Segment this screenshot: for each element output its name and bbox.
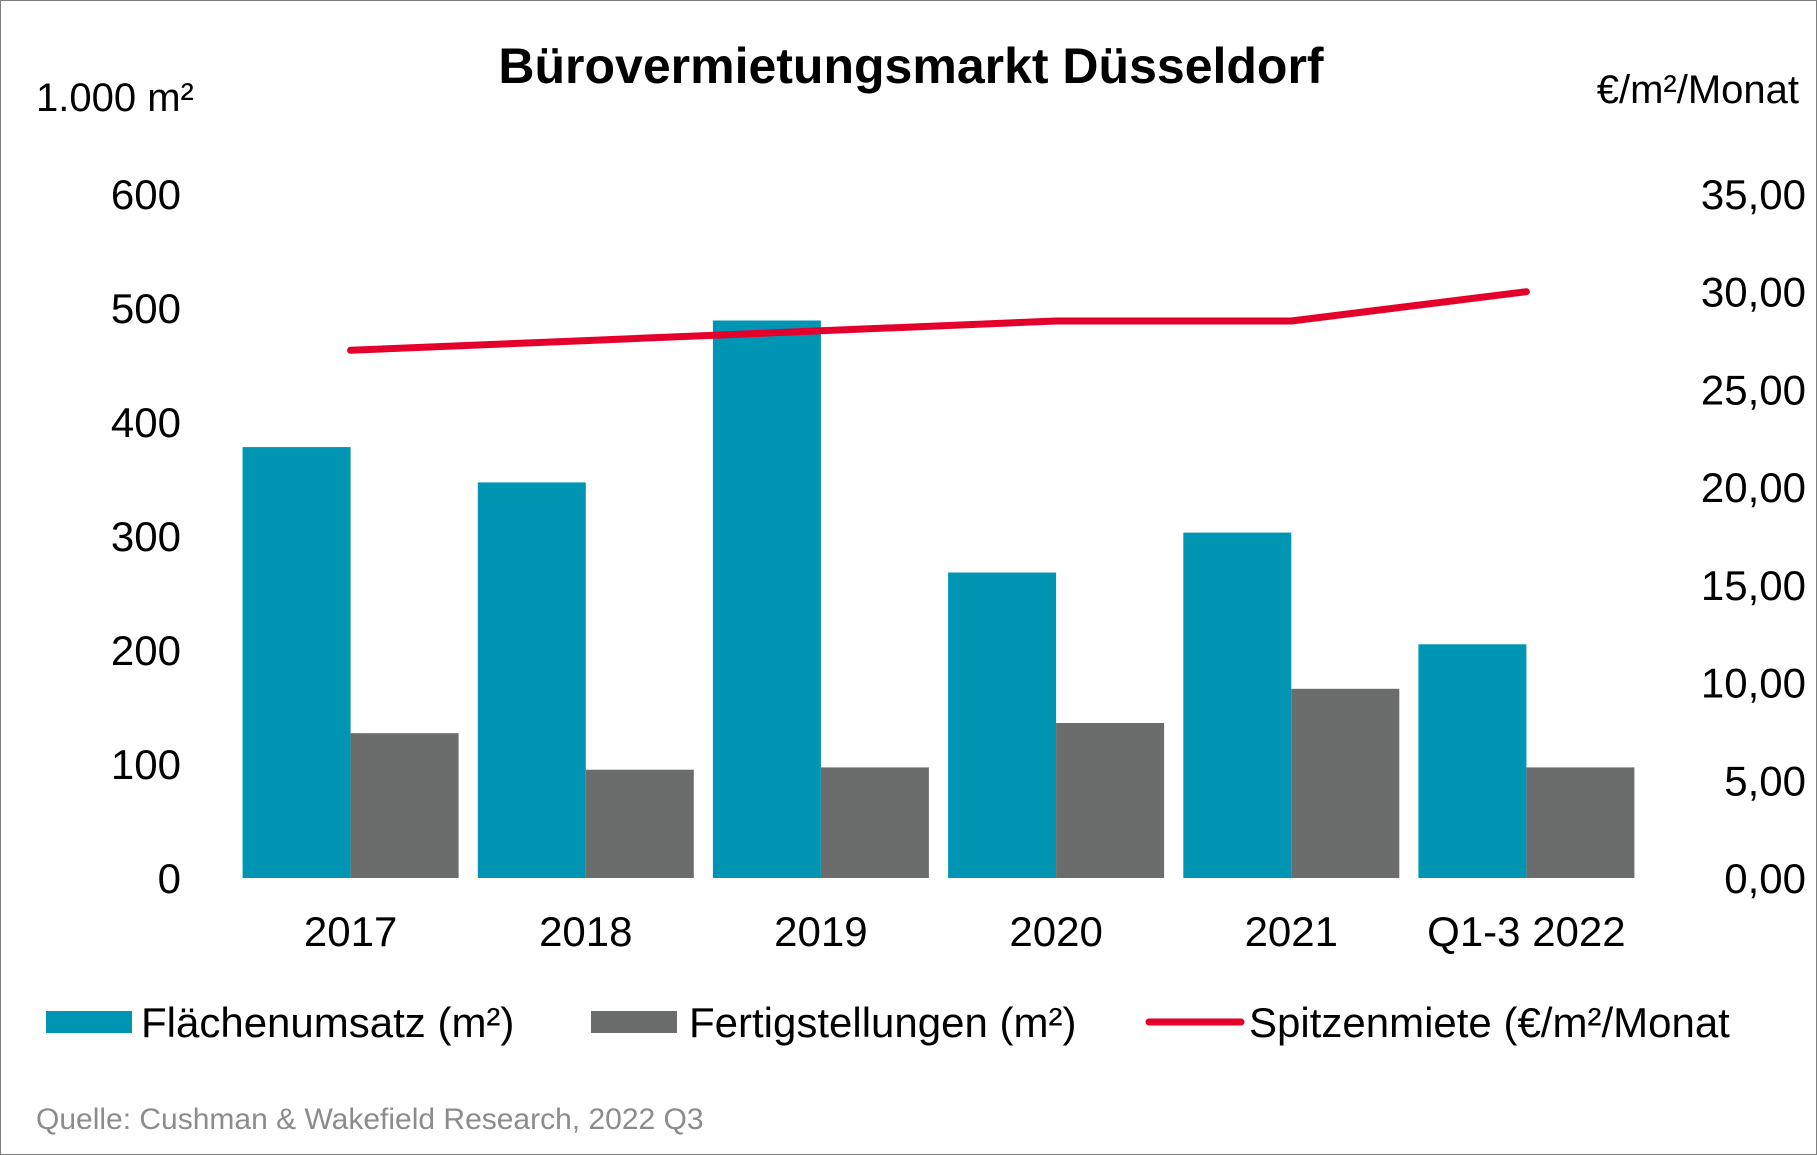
right-tick-label: 0,00 (1724, 855, 1806, 902)
left-axis-ticks: 0 100 200 300 400 500 600 (111, 171, 181, 902)
x-tick-label: 2020 (1009, 908, 1102, 955)
right-axis-ticks: 0,00 5,00 10,00 15,00 20,00 25,00 30,00 35,00 (1701, 171, 1806, 902)
x-tick-label: Q1-3 2022 (1427, 908, 1625, 955)
right-tick-label: 5,00 (1724, 757, 1806, 804)
left-tick-label: 100 (111, 741, 181, 788)
left-tick-label: 600 (111, 171, 181, 218)
bar-fertigstellungen-5 (1526, 767, 1635, 878)
bar-fertigstellungen-4 (1291, 688, 1400, 878)
legend-label-0: Flächenumsatz (m²) (141, 999, 514, 1046)
bar-flaechenumsatz-1 (477, 482, 586, 878)
legend-label-2: Spitzenmiete (€/m²/Monat (1249, 999, 1730, 1046)
left-tick-label: 0 (158, 855, 181, 902)
x-tick-label: 2019 (774, 908, 867, 955)
source-note: Quelle: Cushman & Wakefield Research, 20… (36, 1103, 704, 1136)
left-tick-label: 400 (111, 399, 181, 446)
left-tick-label: 500 (111, 285, 181, 332)
x-tick-label: 2018 (539, 908, 632, 955)
line-series (347, 288, 1530, 354)
right-tick-label: 30,00 (1701, 269, 1806, 316)
bar-fertigstellungen-3 (1056, 723, 1165, 878)
bar-flaechenumsatz-2 (712, 320, 821, 878)
right-tick-label: 20,00 (1701, 464, 1806, 511)
legend-label-1: Fertigstellungen (m²) (689, 999, 1076, 1046)
legend: Flächenumsatz (m²) Fertigstellungen (m²) S… (46, 999, 1730, 1046)
bar-fertigstellungen-2 (820, 767, 929, 878)
bar-flaechenumsatz-5 (1418, 644, 1527, 878)
x-tick-label: 2017 (304, 908, 397, 955)
bar-fertigstellungen-0 (350, 733, 459, 878)
right-axis-unit: €/m²/Monat (1597, 68, 1799, 112)
right-tick-label: 10,00 (1701, 660, 1806, 707)
chart-title: Bürovermietungsmarkt Düsseldorf (498, 38, 1324, 94)
legend-swatch-0 (46, 1011, 132, 1033)
x-tick-label: 2021 (1245, 908, 1338, 955)
right-tick-label: 25,00 (1701, 366, 1806, 413)
bar-fertigstellungen-1 (585, 769, 694, 878)
right-tick-label: 35,00 (1701, 171, 1806, 218)
bar-series (242, 320, 1635, 878)
line-spitzenmiete (347, 288, 1530, 354)
left-axis-unit: 1.000 m² (36, 76, 194, 120)
bar-flaechenumsatz-0 (242, 447, 351, 878)
right-tick-label: 15,00 (1701, 562, 1806, 609)
left-tick-label: 200 (111, 627, 181, 674)
bar-flaechenumsatz-3 (948, 572, 1057, 878)
bar-flaechenumsatz-4 (1183, 532, 1292, 878)
x-axis-labels: 2017 2018 2019 2020 2021 Q1-3 2022 (304, 908, 1626, 955)
legend-swatch-1 (591, 1011, 677, 1033)
left-tick-label: 300 (111, 513, 181, 560)
